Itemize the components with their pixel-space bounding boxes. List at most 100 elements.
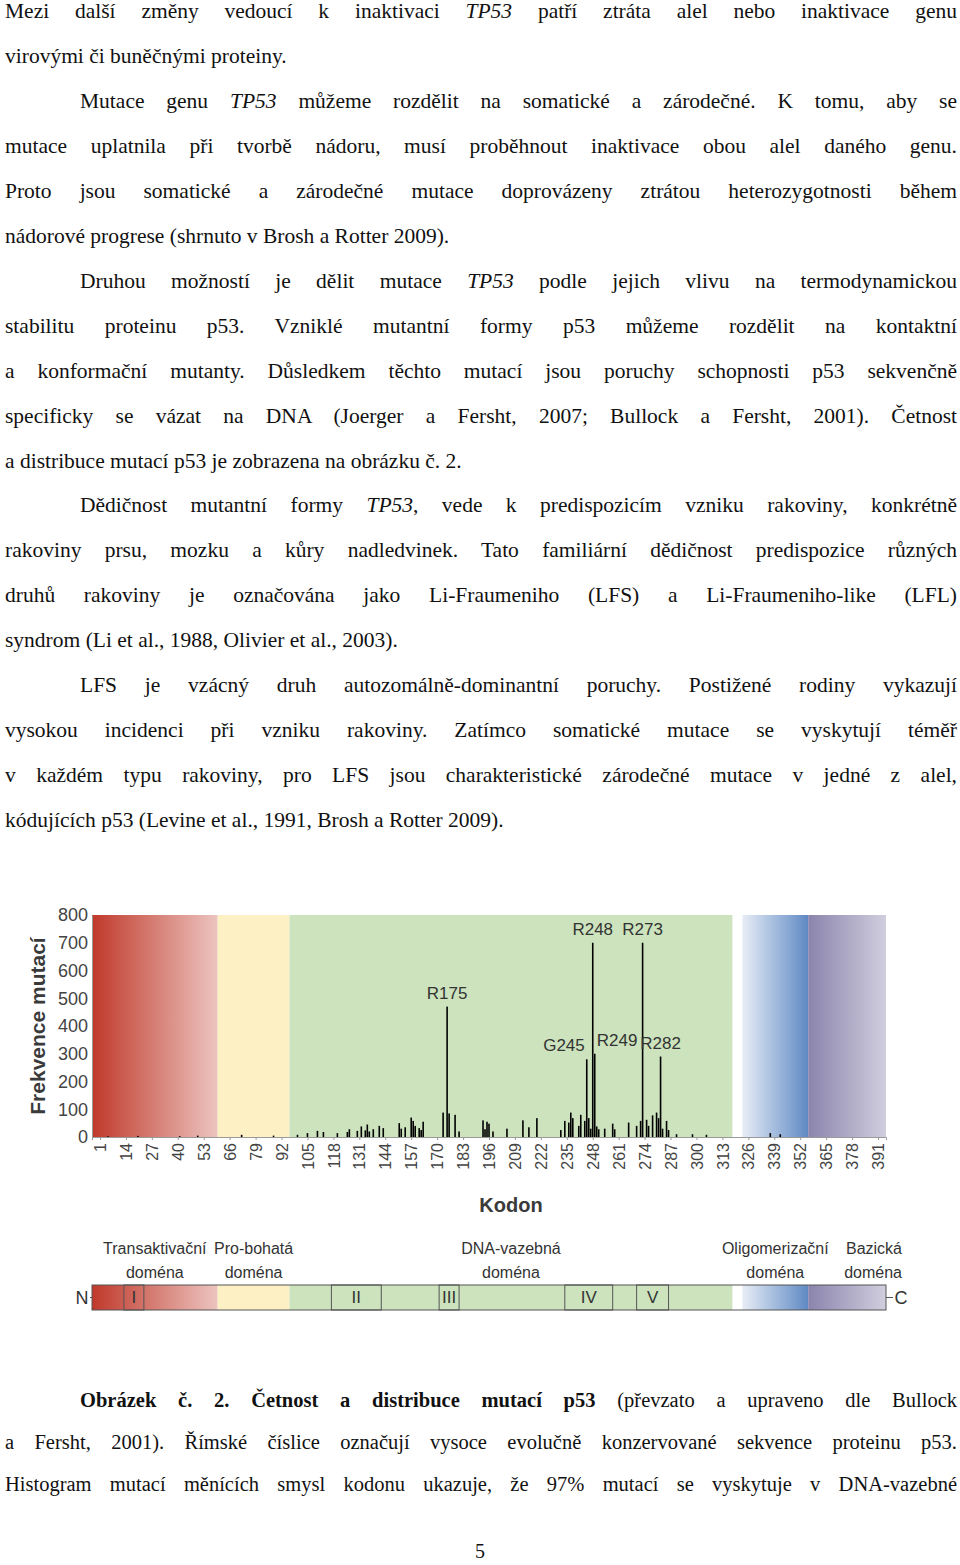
text-line: Druhou možností je dělit mutace TP53 pod… bbox=[5, 269, 957, 294]
bar bbox=[522, 1120, 524, 1137]
bar bbox=[365, 1130, 367, 1137]
x-tick-mark bbox=[800, 1137, 801, 1140]
bar bbox=[560, 1130, 562, 1137]
bar bbox=[400, 1129, 402, 1137]
y-tick: 300 bbox=[58, 1044, 92, 1064]
bar bbox=[422, 1122, 424, 1137]
bar bbox=[458, 1131, 460, 1137]
x-tick: 261 bbox=[611, 1137, 628, 1170]
text-run: rakoviny prsu, mozku a kůry nadledvinek.… bbox=[5, 538, 957, 562]
x-tick: 326 bbox=[740, 1137, 757, 1170]
bar bbox=[596, 1126, 598, 1137]
bar bbox=[648, 1126, 650, 1137]
text-run: kódujících p53 (Levine et al., 1991, Bro… bbox=[5, 808, 504, 832]
x-tick: 92 bbox=[274, 1137, 291, 1161]
text-line: v každém typu rakoviny, pro LFS jsou cha… bbox=[5, 763, 957, 788]
x-tick-mark bbox=[437, 1137, 438, 1140]
bar bbox=[337, 1133, 339, 1137]
conserved-label: V bbox=[647, 1288, 659, 1307]
domain-label: DNA-vazebná bbox=[461, 1240, 561, 1257]
x-tick-label: 248 bbox=[585, 1143, 602, 1170]
text-line: rakoviny prsu, mozku a kůry nadledvinek.… bbox=[5, 538, 957, 563]
x-tick-label: 378 bbox=[844, 1143, 861, 1170]
x-tick-mark bbox=[878, 1137, 879, 1140]
y-tick: 700 bbox=[58, 933, 92, 953]
text-run: a konformační mutanty. Důsledkem těchto … bbox=[5, 359, 957, 383]
text-run: TP53 bbox=[467, 269, 514, 293]
x-tick: 1 bbox=[92, 1137, 109, 1152]
y-axis-line bbox=[92, 916, 93, 1138]
bar bbox=[528, 1127, 530, 1137]
domain-band bbox=[92, 915, 218, 1137]
bar bbox=[454, 1115, 456, 1137]
x-tick-label: 27 bbox=[144, 1143, 161, 1161]
text-line: specificky se vázat na DNA (Joerger a Fe… bbox=[5, 404, 957, 429]
bar bbox=[570, 1113, 572, 1137]
bar bbox=[317, 1131, 319, 1137]
x-tick-mark bbox=[696, 1137, 697, 1140]
bar bbox=[482, 1120, 484, 1137]
domain-label: Pro-bohatá bbox=[214, 1240, 293, 1257]
text-run: TP53 bbox=[466, 0, 513, 23]
bar bbox=[676, 1134, 678, 1137]
text-line: virovými či buněčnými proteiny. bbox=[5, 44, 957, 69]
caption-line: Obrázek č. 2. Četnost a distribuce mutac… bbox=[5, 1388, 957, 1413]
x-tick-mark bbox=[852, 1137, 853, 1140]
x-tick-label: 287 bbox=[663, 1143, 680, 1170]
x-tick: 313 bbox=[715, 1137, 732, 1170]
diagram-stub bbox=[886, 1297, 893, 1298]
text-line: syndrom (Li et al., 1988, Olivier et al.… bbox=[5, 628, 957, 653]
x-tick-mark bbox=[489, 1137, 490, 1140]
x-tick: 300 bbox=[689, 1137, 706, 1170]
bar bbox=[241, 1135, 243, 1137]
bar bbox=[107, 1136, 109, 1137]
conserved-label: I bbox=[132, 1288, 137, 1307]
bar bbox=[640, 1121, 642, 1137]
bar bbox=[536, 1118, 538, 1137]
x-tick: 274 bbox=[637, 1137, 654, 1170]
x-tick-label: 53 bbox=[196, 1143, 213, 1161]
domain-bands bbox=[92, 915, 886, 1137]
bar bbox=[779, 1134, 781, 1137]
domain-segment bbox=[808, 1285, 886, 1310]
bar bbox=[378, 1126, 380, 1137]
x-tick: 170 bbox=[429, 1137, 446, 1170]
domain-label: doména bbox=[225, 1264, 283, 1281]
y-tick-label: 800 bbox=[58, 905, 88, 925]
bar bbox=[361, 1126, 363, 1137]
x-tick-label: 118 bbox=[325, 1143, 342, 1169]
y-tick-label: 600 bbox=[58, 961, 88, 981]
x-tick: 209 bbox=[507, 1137, 524, 1170]
x-tick-label: 209 bbox=[507, 1143, 524, 1170]
domain-band bbox=[742, 915, 808, 1137]
x-tick: 66 bbox=[222, 1137, 239, 1161]
conserved-region bbox=[637, 1285, 669, 1310]
annotation: R249 bbox=[597, 1031, 638, 1050]
bar bbox=[614, 1129, 616, 1137]
bar bbox=[307, 1133, 309, 1137]
conserved-region bbox=[439, 1285, 459, 1310]
n-terminus: N bbox=[76, 1288, 89, 1308]
x-tick: 131 bbox=[351, 1137, 368, 1170]
conserved-region bbox=[331, 1285, 381, 1310]
bar bbox=[604, 1129, 606, 1137]
text-run: TP53 bbox=[230, 89, 277, 113]
x-tick-mark bbox=[567, 1137, 568, 1140]
x-tick-label: 235 bbox=[559, 1143, 576, 1170]
domain-label: Oligomerizační bbox=[722, 1240, 829, 1257]
caption-run: (převzato a upraveno dle Bullock bbox=[596, 1389, 957, 1411]
y-tick-label: 0 bbox=[78, 1127, 88, 1147]
x-tick-label: 261 bbox=[611, 1143, 628, 1170]
y-tick: 800 bbox=[58, 905, 92, 925]
text-line: LFS je vzácný druh autozomálně-dominantn… bbox=[5, 673, 957, 698]
bar bbox=[448, 1113, 450, 1137]
x-tick-mark bbox=[748, 1137, 749, 1140]
text-run: podle jejich vlivu na termodynamickou bbox=[514, 269, 957, 293]
x-tick-label: 66 bbox=[222, 1143, 239, 1161]
c-terminus: C bbox=[895, 1288, 908, 1308]
y-tick-label: 700 bbox=[58, 933, 88, 953]
x-tick-label: 131 bbox=[351, 1143, 368, 1170]
bar bbox=[660, 1057, 662, 1137]
bar bbox=[137, 1136, 139, 1137]
x-tick: 157 bbox=[403, 1137, 420, 1170]
